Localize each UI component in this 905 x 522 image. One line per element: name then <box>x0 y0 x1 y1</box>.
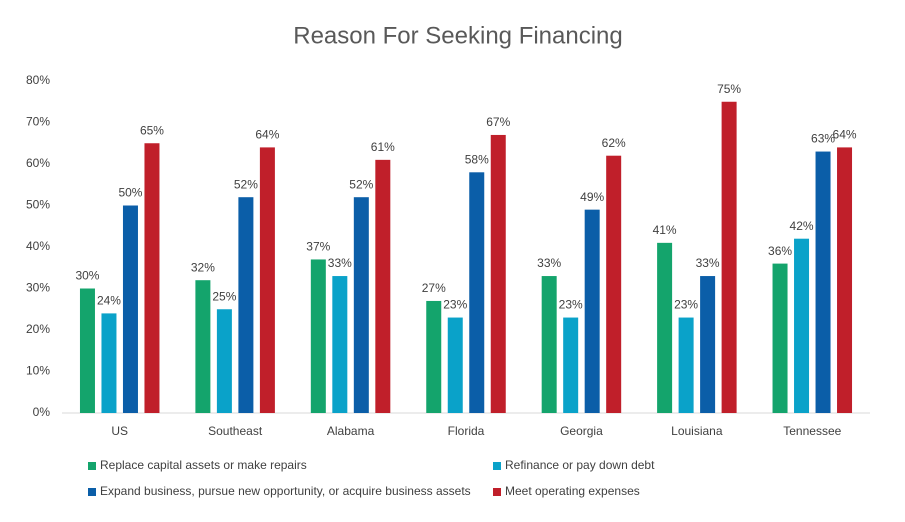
data-label: 58% <box>465 152 489 166</box>
data-label: 50% <box>118 186 142 200</box>
bar <box>563 317 579 413</box>
bar <box>772 263 788 413</box>
bar <box>259 147 275 413</box>
y-tick-label: 50% <box>26 198 50 212</box>
data-label: 32% <box>191 260 215 274</box>
y-tick-label: 60% <box>26 156 50 170</box>
bar <box>79 288 95 413</box>
data-label: 33% <box>696 256 720 270</box>
data-label: 63% <box>811 132 835 146</box>
chart-title: Reason For Seeking Financing <box>293 22 623 49</box>
bar <box>195 280 211 413</box>
bar <box>657 242 673 413</box>
y-tick-label: 30% <box>26 281 50 295</box>
legend-label: Refinance or pay down debt <box>505 458 655 472</box>
bar <box>216 309 232 413</box>
data-label: 33% <box>537 256 561 270</box>
bar <box>584 209 600 413</box>
bar <box>837 147 853 413</box>
bar <box>469 172 485 413</box>
y-tick-label: 10% <box>26 364 50 378</box>
y-tick-label: 70% <box>26 115 50 129</box>
x-tick-label: Louisiana <box>671 424 723 438</box>
bar <box>122 205 138 413</box>
bar <box>238 197 254 413</box>
x-tick-label: Florida <box>448 424 485 438</box>
data-label: 23% <box>674 298 698 312</box>
bar <box>310 259 326 413</box>
bar <box>678 317 694 413</box>
data-label: 61% <box>371 140 395 154</box>
bar <box>794 238 810 413</box>
bar <box>815 151 831 414</box>
x-tick-label: Alabama <box>327 424 375 438</box>
data-label: 62% <box>602 136 626 150</box>
legend-swatch <box>493 488 501 496</box>
data-label: 52% <box>234 177 258 191</box>
data-label: 36% <box>768 244 792 258</box>
bar <box>606 155 622 413</box>
legend-swatch <box>88 488 96 496</box>
bar <box>144 143 160 413</box>
legend-swatch <box>88 462 96 470</box>
data-label: 24% <box>97 294 121 308</box>
legend-label: Replace capital assets or make repairs <box>100 458 307 472</box>
bar <box>426 300 442 413</box>
legend-label: Expand business, pursue new opportunity,… <box>100 484 471 498</box>
x-tick-label: Southeast <box>208 424 263 438</box>
data-label: 23% <box>443 298 467 312</box>
x-tick-label: Georgia <box>560 424 603 438</box>
data-label: 64% <box>833 128 857 142</box>
bar <box>490 134 506 413</box>
data-label: 41% <box>653 223 677 237</box>
data-label: 42% <box>790 219 814 233</box>
data-label: 65% <box>140 123 164 137</box>
bar <box>447 317 463 413</box>
data-label: 75% <box>717 82 741 96</box>
x-tick-label: Tennessee <box>783 424 841 438</box>
bar <box>353 197 369 413</box>
bar <box>332 276 348 413</box>
bar <box>541 276 557 413</box>
y-tick-label: 40% <box>26 239 50 253</box>
y-tick-label: 0% <box>33 405 51 419</box>
data-label: 37% <box>306 240 330 254</box>
y-tick-label: 20% <box>26 322 50 336</box>
data-label: 49% <box>580 190 604 204</box>
data-label: 33% <box>328 256 352 270</box>
data-label: 27% <box>422 281 446 295</box>
bar <box>721 101 737 413</box>
bar <box>101 313 117 413</box>
data-label: 25% <box>212 289 236 303</box>
data-label: 67% <box>486 115 510 129</box>
legend-swatch <box>493 462 501 470</box>
x-tick-label: US <box>111 424 128 438</box>
data-label: 52% <box>349 177 373 191</box>
bar <box>700 276 716 413</box>
bar <box>375 159 391 413</box>
data-label: 30% <box>75 269 99 283</box>
data-label: 23% <box>559 298 583 312</box>
data-label: 64% <box>255 128 279 142</box>
y-tick-label: 80% <box>26 73 50 87</box>
legend-label: Meet operating expenses <box>505 484 640 498</box>
